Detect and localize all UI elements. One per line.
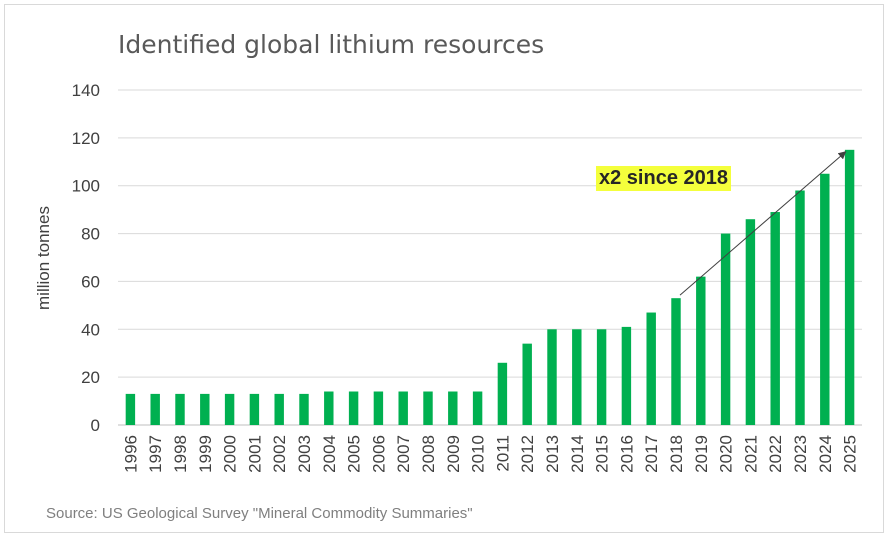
annotation-label: x2 since 2018 <box>596 166 731 191</box>
x-tick-label: 2008 <box>419 435 438 473</box>
x-tick-label: 2017 <box>642 435 661 473</box>
x-tick-label: 2011 <box>493 435 512 472</box>
y-tick-label: 40 <box>81 320 100 339</box>
x-tick-label: 2005 <box>345 435 364 473</box>
x-tick-label: 1997 <box>146 435 165 473</box>
bar-2023 <box>795 190 805 425</box>
y-tick-label: 80 <box>81 225 100 244</box>
bar-2002 <box>274 393 284 425</box>
x-tick-label: 2000 <box>221 435 240 473</box>
bar-2010 <box>472 391 483 425</box>
y-tick-label: 140 <box>72 81 100 100</box>
x-tick-label: 2009 <box>444 435 463 473</box>
y-tick-label: 20 <box>81 368 100 387</box>
bar-2005 <box>348 391 359 425</box>
bar-1999 <box>200 393 210 425</box>
bar-2008 <box>423 391 433 425</box>
chart-title: Identified global lithium resources <box>118 30 545 59</box>
x-tick-label: 1999 <box>196 435 215 473</box>
bar-2021 <box>745 219 756 425</box>
x-tick-label: 2023 <box>791 435 810 473</box>
x-axis-ticks: 1996 1997 1998 1999 2000 2001 2002 2003 2004 2005… <box>121 435 859 473</box>
bars <box>125 149 855 426</box>
bar-2012 <box>522 343 532 425</box>
x-tick-label: 2003 <box>295 435 314 473</box>
bar-2018 <box>671 298 681 425</box>
bar-2017 <box>646 312 656 425</box>
bar-2013 <box>547 329 557 425</box>
y-tick-label: 60 <box>81 272 100 291</box>
x-tick-label: 2018 <box>667 435 686 473</box>
y-tick-label: 100 <box>72 177 100 196</box>
x-tick-label: 2022 <box>766 435 785 473</box>
bar-2009 <box>448 391 458 425</box>
bar-2014 <box>572 329 582 425</box>
trend-arrow <box>679 151 847 296</box>
bar-2022 <box>770 212 780 425</box>
x-tick-label: 2014 <box>568 435 587 473</box>
y-tick-label: 120 <box>72 129 100 148</box>
x-tick-label: 2004 <box>320 435 339 473</box>
bar-1996 <box>125 393 136 425</box>
x-tick-label: 1996 <box>121 435 140 473</box>
y-tick-label: 0 <box>91 416 100 435</box>
bar-2020 <box>720 233 731 425</box>
x-tick-label: 2015 <box>593 435 612 473</box>
bar-2000 <box>224 393 235 425</box>
x-tick-label: 2016 <box>617 435 636 473</box>
bar-1998 <box>175 393 185 425</box>
bar-1997 <box>150 393 160 425</box>
bar-2011 <box>497 362 508 425</box>
x-tick-label: 2002 <box>270 435 289 473</box>
bar-2007 <box>398 391 408 425</box>
x-tick-label: 2010 <box>469 435 488 473</box>
x-tick-label: 2001 <box>245 435 264 473</box>
x-tick-label: 2019 <box>692 435 711 473</box>
chart-frame <box>4 4 884 533</box>
bar-2004 <box>324 391 334 425</box>
bar-2001 <box>249 393 260 425</box>
bar-2024 <box>820 173 830 425</box>
gridlines <box>118 89 862 426</box>
y-axis-ticks: 0 20 40 60 80 100 120 140 <box>72 81 100 435</box>
x-tick-label: 1998 <box>171 435 190 473</box>
source-note: Source: US Geological Survey "Mineral Co… <box>46 505 473 522</box>
x-tick-label: 2024 <box>816 435 835 473</box>
x-tick-label: 2013 <box>543 435 562 473</box>
x-tick-label: 2025 <box>841 435 860 473</box>
bar-2003 <box>299 393 309 425</box>
x-tick-label: 2012 <box>518 435 537 473</box>
x-tick-label: 2006 <box>369 435 388 473</box>
bar-2016 <box>621 326 632 425</box>
bar-2025 <box>844 149 855 426</box>
bar-2006 <box>373 391 384 425</box>
bar-2015 <box>596 329 607 425</box>
x-tick-label: 2020 <box>717 435 736 473</box>
x-tick-label: 2007 <box>394 435 413 473</box>
bar-2019 <box>696 276 706 425</box>
x-tick-label: 2021 <box>741 435 760 473</box>
